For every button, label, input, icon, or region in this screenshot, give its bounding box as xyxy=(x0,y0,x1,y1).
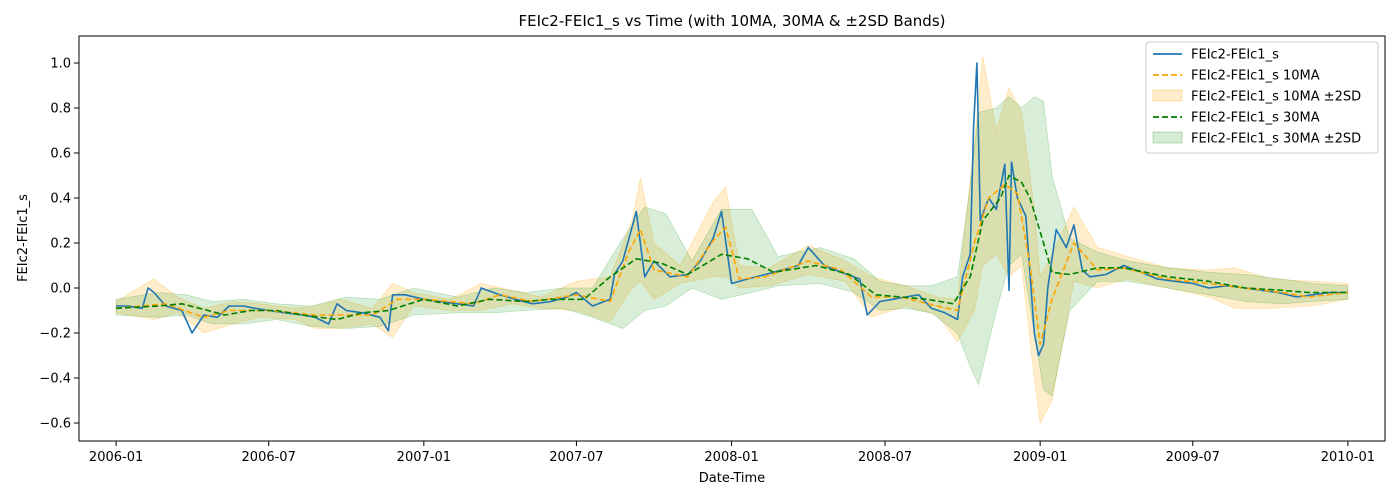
legend-label: FEIc2-FEIc1_s 30MA xyxy=(1191,111,1320,126)
legend-label: FEIc2-FEIc1_s 10MA xyxy=(1191,69,1320,84)
y-tick-label: 1.0 xyxy=(50,57,71,72)
legend-item-feic2-feic1-s: FEIc2-FEIc1_s xyxy=(1153,48,1279,63)
lines-layer xyxy=(116,62,1348,357)
bands-layer xyxy=(115,56,1349,424)
band-feic2-feic1-s-30ma-2sd xyxy=(115,96,1349,397)
legend: FEIc2-FEIc1_s FEIc2-FEIc1_s 10MA FEIc2-FEI… xyxy=(1145,41,1379,154)
series-line-feic2-feic1-s-10ma xyxy=(116,183,1348,346)
x-tick-label: 2007-01 xyxy=(397,450,451,465)
x-tick-label: 2006-07 xyxy=(242,450,296,465)
y-tick-label: 0.0 xyxy=(50,282,71,297)
band-feic2-feic1-s-10ma-2sd xyxy=(115,56,1349,424)
legend-label: FEIc2-FEIc1_s 10MA ±2SD xyxy=(1191,90,1361,105)
chart-title: FEIc2-FEIc1_s vs Time (with 10MA, 30MA &… xyxy=(519,12,946,31)
x-tick-label: 2006-01 xyxy=(89,450,143,465)
legend-item-feic2-feic1-s-30ma-2sd: FEIc2-FEIc1_s 30MA ±2SD xyxy=(1152,131,1361,147)
y-tick-label: 0.8 xyxy=(50,102,71,117)
series-line-feic2-feic1-s-30ma xyxy=(116,174,1348,321)
x-tick-label: 2008-01 xyxy=(704,450,758,465)
legend-item-feic2-feic1-s-30ma: FEIc2-FEIc1_s 30MA xyxy=(1153,111,1320,126)
x-tick-label: 2009-01 xyxy=(1013,450,1067,465)
legend-item-feic2-feic1-s-10ma: FEIc2-FEIc1_s 10MA xyxy=(1153,69,1320,84)
x-tick-label: 2007-07 xyxy=(549,450,603,465)
y-tick-label: −0.2 xyxy=(39,327,71,342)
legend-swatch xyxy=(1152,131,1183,144)
legend-item-feic2-feic1-s-10ma-2sd: FEIc2-FEIc1_s 10MA ±2SD xyxy=(1152,89,1361,105)
series-line-feic2-feic1-s xyxy=(116,62,1348,357)
y-tick-label: 0.4 xyxy=(50,192,71,207)
y-tick-label: 0.2 xyxy=(50,237,71,252)
y-tick-label: −0.6 xyxy=(39,417,71,432)
y-ticks: −0.6 −0.4 −0.2 0.0 0.2 0.4 0.6 0.8 1.0 xyxy=(39,57,79,432)
x-tick-label: 2008-07 xyxy=(858,450,912,465)
x-ticks: 2006-01 2006-07 2007-01 2007-07 2008-01 2008-… xyxy=(89,441,1375,465)
y-axis-label: FEIc2-FEIc1_s xyxy=(16,194,31,282)
x-axis-label: Date-Time xyxy=(699,471,765,486)
y-tick-label: −0.4 xyxy=(39,372,71,387)
legend-label: FEIc2-FEIc1_s 30MA ±2SD xyxy=(1191,132,1361,147)
legend-box xyxy=(1145,41,1379,154)
x-tick-label: 2010-01 xyxy=(1321,450,1375,465)
legend-label: FEIc2-FEIc1_s xyxy=(1191,48,1279,63)
y-tick-label: 0.6 xyxy=(50,147,71,162)
x-tick-label: 2009-07 xyxy=(1166,450,1220,465)
legend-swatch xyxy=(1152,89,1183,102)
